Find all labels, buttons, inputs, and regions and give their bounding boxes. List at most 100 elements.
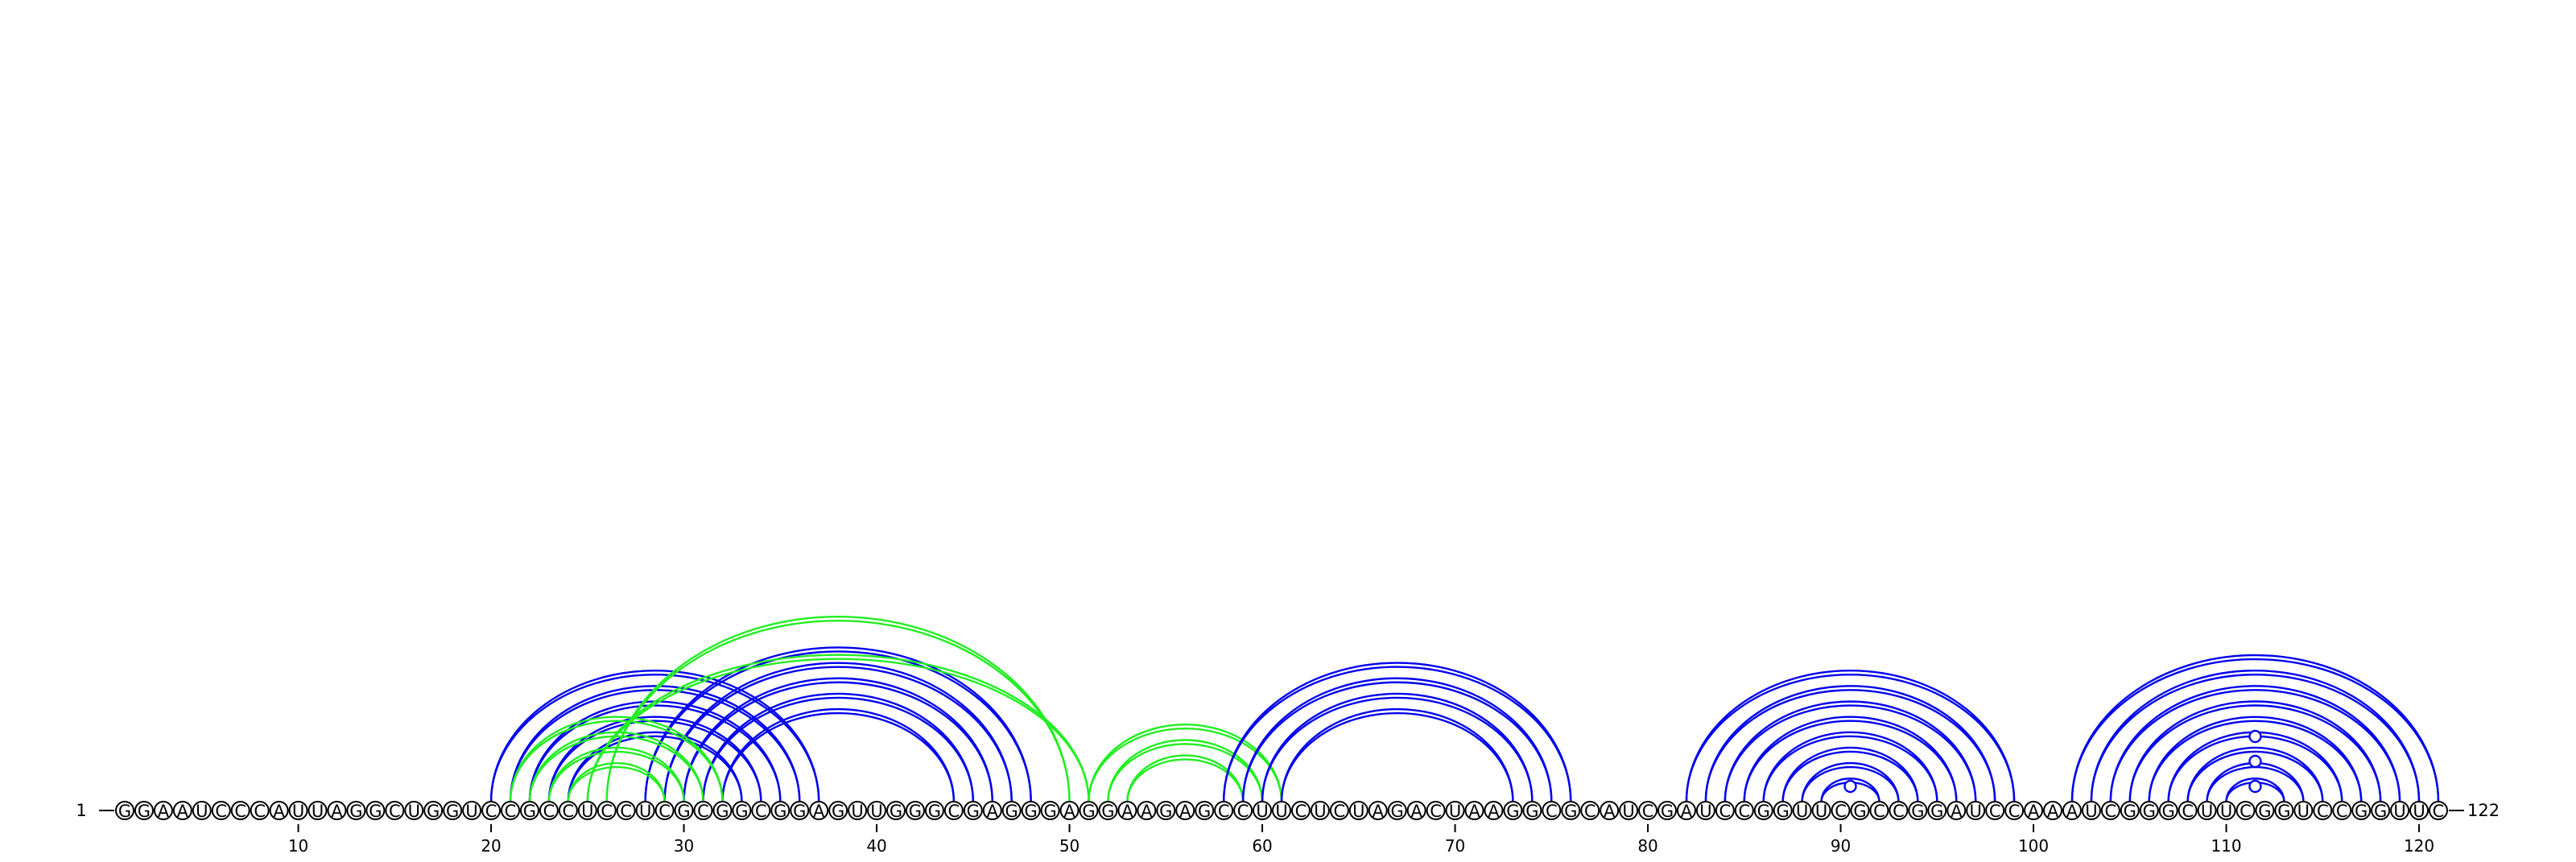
- nucleotide-77: C: [1580, 801, 1600, 821]
- nucleotide-letter: U: [1815, 802, 1827, 821]
- base-pair-arc-inner-83-98: [1704, 689, 1996, 802]
- nucleotide-109: U: [2197, 801, 2217, 821]
- nucleotide-28: U: [635, 801, 655, 821]
- nucleotide-letter: U: [870, 802, 882, 821]
- nucleotide-circle: [1908, 801, 1928, 820]
- tick-label-120: 120: [2404, 836, 2434, 856]
- nucleotide-circle: [2390, 801, 2410, 820]
- nucleotide-37: A: [809, 801, 829, 821]
- sequence-start-label: 1: [76, 801, 86, 820]
- base-pair-arc-inner-25-51: [586, 658, 1090, 802]
- nucleotide-circle: [1233, 801, 1253, 820]
- nucleotide-letter: C: [1334, 802, 1346, 821]
- nucleotide-69: C: [1426, 801, 1446, 821]
- nucleotide-letter: U: [1622, 802, 1634, 821]
- nucleotide-letter: U: [1699, 802, 1711, 821]
- nucleotide-circle: [134, 801, 154, 820]
- nucleotide-107: G: [2158, 801, 2178, 821]
- nucleotide-circle: [1542, 801, 1562, 820]
- nucleotide-letter: G: [2355, 802, 2368, 821]
- nucleotide-circle: [1445, 801, 1465, 820]
- nucleotide-circle: [1098, 801, 1118, 820]
- nucleotide-circle: [2255, 801, 2275, 820]
- nucleotide-circle: [790, 801, 810, 820]
- nucleotide-circle: [153, 801, 173, 820]
- nucleotide-14: G: [365, 801, 386, 821]
- nucleotide-115: C: [2313, 801, 2333, 821]
- nucleotide-letter: C: [1873, 802, 1885, 821]
- base-pair-arc-inner-105-118: [2128, 704, 2382, 802]
- nucleotide-letter: C: [1719, 802, 1732, 821]
- nucleotide-13: G: [346, 801, 366, 821]
- nucleotide-letter: G: [909, 802, 922, 821]
- nucleotide-letter: G: [1025, 802, 1038, 821]
- nucleotide-circle: [2235, 801, 2256, 820]
- nucleotide-114: U: [2293, 801, 2314, 821]
- nucleotide-letter: A: [2028, 802, 2040, 821]
- nucleotide-116: C: [2332, 801, 2352, 821]
- sequence-backbone: 1 122: [76, 801, 2500, 820]
- nucleotide-letter: G: [1391, 802, 1404, 821]
- nucleotide-73: G: [1503, 801, 1523, 821]
- nucleotide-circle: [308, 801, 328, 820]
- nucleotide-circle: [1348, 801, 1368, 820]
- nucleotide-56: A: [1175, 801, 1195, 821]
- nucleotide-85: C: [1734, 801, 1754, 821]
- nucleotide-44: C: [943, 801, 964, 821]
- nucleotide-1: G: [115, 801, 134, 821]
- nucleotide-circle: [1368, 801, 1388, 820]
- nucleotide-95: G: [1927, 801, 1947, 821]
- nucleotide-circle: [1619, 801, 1639, 820]
- nucleotide-11: U: [308, 801, 328, 821]
- nucleotide-circle: [1079, 801, 1099, 820]
- nucleotide-circle: [2043, 801, 2062, 820]
- nucleotide-letter: A: [1468, 802, 1480, 821]
- nucleotide-circle: [828, 801, 848, 820]
- nucleotide-78: A: [1600, 801, 1620, 821]
- base-pair-arc-inner-23-34: [547, 720, 762, 802]
- nucleotide-letter: C: [1295, 802, 1307, 821]
- nucleotide-letter: C: [234, 802, 246, 821]
- nucleotide-letter: A: [331, 802, 343, 821]
- nucleotide-29: C: [654, 801, 675, 821]
- base-pair-arcs: [489, 615, 2440, 802]
- nucleotide-letter: U: [2393, 802, 2405, 821]
- nucleotide-letter: G: [1043, 802, 1056, 821]
- nucleotide-circle: [2081, 801, 2101, 820]
- nucleotide-36: G: [790, 801, 810, 821]
- nucleotide-55: G: [1156, 801, 1176, 821]
- nucleotide-letter: G: [2162, 802, 2175, 821]
- tick-label-10: 10: [288, 836, 308, 856]
- nucleotide-letter: C: [2317, 802, 2329, 821]
- nucleotide-circle: [365, 801, 386, 820]
- nucleotide-letter: C: [1642, 802, 1654, 821]
- nucleotide-letter: U: [196, 802, 208, 821]
- nucleotide-4: A: [172, 801, 192, 821]
- nucleotide-letter: A: [1179, 802, 1191, 821]
- base-pair-arc-24-33: [567, 731, 743, 802]
- nucleotide-98: C: [1985, 801, 2005, 821]
- nucleotide-66: A: [1368, 801, 1388, 821]
- nucleotide-81: G: [1657, 801, 1677, 821]
- nucleotide-94: G: [1908, 801, 1928, 821]
- nucleotide-40: U: [867, 801, 887, 821]
- base-pair-arc-inner-61-73: [1280, 711, 1514, 802]
- nucleotide-circle: [2024, 801, 2044, 820]
- nucleotide-circle: [1850, 801, 1870, 820]
- nucleotide-letter: C: [2240, 802, 2252, 821]
- nucleotide-circle: [481, 801, 502, 820]
- nucleotide-letter: G: [1198, 802, 1211, 821]
- tick-label-110: 110: [2211, 836, 2241, 856]
- nucleotide-letter: G: [1082, 802, 1095, 821]
- nucleotide-circle: [2332, 801, 2352, 820]
- sequence-end-label: 122: [2467, 801, 2500, 820]
- nucleotide-circle: [674, 801, 694, 820]
- nucleotide-3: A: [153, 801, 173, 821]
- nucleotide-circle: [1676, 801, 1696, 820]
- nucleotide-circle: [1464, 801, 1484, 820]
- nucleotide-letter: C: [2182, 802, 2194, 821]
- nucleotide-letter: G: [1757, 802, 1770, 821]
- nucleotide-circle: [462, 801, 482, 820]
- nucleotide-letter: A: [1681, 802, 1693, 821]
